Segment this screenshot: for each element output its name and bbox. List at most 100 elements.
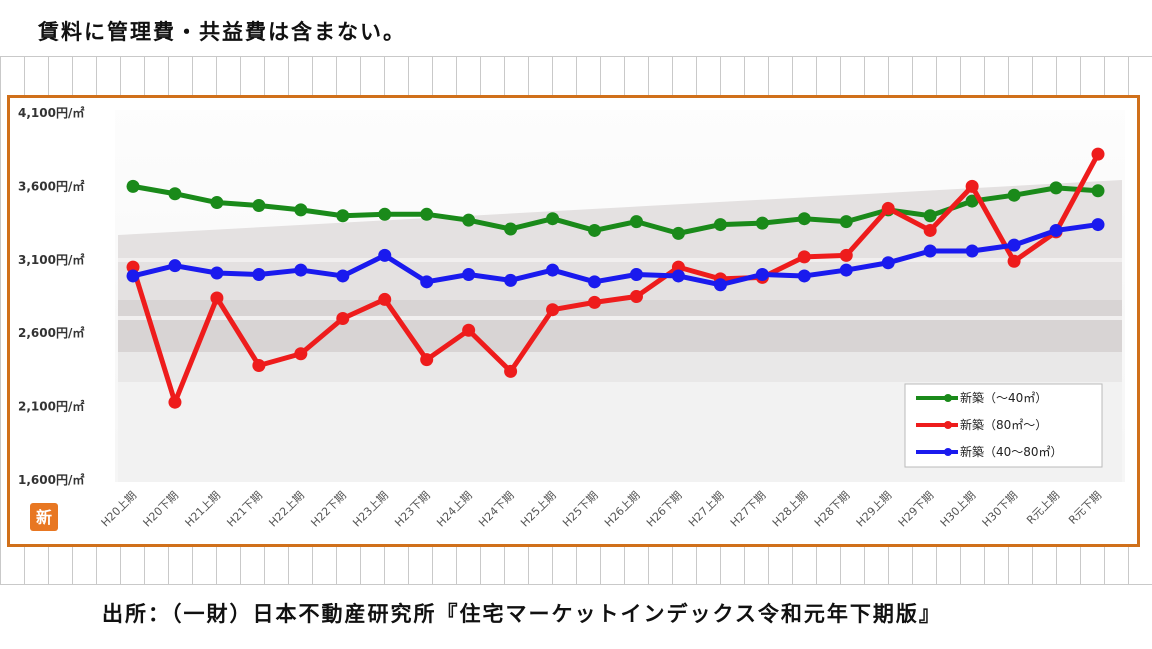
data-point [881, 256, 895, 270]
data-point [755, 267, 769, 281]
data-point [923, 244, 937, 258]
y-tick-label: 3,100円/㎡ [18, 252, 84, 267]
data-point [839, 215, 853, 229]
data-point [546, 263, 560, 277]
data-point [420, 353, 434, 367]
y-tick-label: 2,100円/㎡ [18, 399, 84, 414]
data-point [504, 273, 518, 287]
data-point [671, 269, 685, 283]
legend-item: 新築（40～80㎡） [916, 444, 1063, 459]
y-tick-label: 1,600円/㎡ [18, 472, 84, 487]
data-point [588, 295, 602, 309]
data-point [797, 250, 811, 264]
data-point [336, 312, 350, 326]
data-point [462, 213, 476, 227]
x-tick-label: H27下期 [728, 489, 769, 530]
data-point [210, 266, 224, 280]
x-tick-label: R元下期 [1066, 489, 1104, 527]
data-point [629, 215, 643, 229]
data-point [671, 226, 685, 240]
data-point [420, 207, 434, 221]
data-point [336, 209, 350, 223]
data-point [713, 218, 727, 232]
data-point [881, 201, 895, 215]
data-point [168, 187, 182, 201]
data-point [588, 223, 602, 237]
legend-label: 新築（～40㎡） [960, 390, 1047, 405]
data-point [294, 347, 308, 361]
data-point [378, 207, 392, 221]
legend-item: 新築（80㎡～） [916, 417, 1047, 432]
x-tick-label: H30上期 [938, 489, 979, 530]
data-point [504, 364, 518, 378]
x-tick-label: H23下期 [392, 489, 433, 530]
data-point [462, 267, 476, 281]
x-tick-label: H28上期 [770, 489, 811, 530]
data-point [462, 323, 476, 337]
legend-label: 新築（80㎡～） [960, 417, 1047, 432]
data-point [965, 179, 979, 193]
series-0 [126, 179, 1105, 240]
x-tick-label: H21下期 [224, 489, 265, 530]
data-point [168, 259, 182, 273]
data-point [923, 209, 937, 223]
x-tick-label: H24下期 [476, 489, 517, 530]
series-line [132, 183, 1099, 236]
badge-label: 新 [36, 508, 52, 527]
data-point [1007, 254, 1021, 268]
data-point [629, 290, 643, 303]
data-point [923, 223, 937, 237]
rent-note: 賃料に管理費・共益費は含まない。 [38, 20, 406, 44]
x-tick-label: H27上期 [686, 489, 727, 530]
data-point [1091, 218, 1105, 232]
data-point [294, 263, 308, 277]
x-tick-label: H29上期 [854, 489, 895, 530]
data-point [168, 395, 182, 409]
series-line [130, 152, 1101, 405]
series-1 [126, 147, 1105, 409]
x-tick-label: H20上期 [99, 489, 140, 530]
data-point [546, 212, 560, 226]
x-tick-label: H28下期 [812, 489, 853, 530]
data-point [1049, 181, 1063, 195]
x-tick-label: H21上期 [183, 489, 224, 530]
data-point [336, 269, 350, 283]
data-point [126, 269, 140, 283]
new-build-badge: 新 [30, 503, 58, 531]
legend-marker [944, 448, 952, 456]
data-point [965, 244, 979, 258]
x-tick-label: H22下期 [308, 489, 349, 530]
x-tick-label: H26下期 [644, 489, 685, 530]
data-point [378, 292, 392, 306]
legend-marker [944, 421, 952, 429]
y-tick-label: 3,600円/㎡ [18, 178, 84, 193]
series-2 [126, 218, 1105, 292]
legend-item: 新築（～40㎡） [916, 390, 1047, 405]
data-point [420, 275, 434, 289]
data-point [965, 194, 979, 208]
data-point [252, 358, 266, 372]
data-point [1007, 188, 1021, 202]
data-point [1049, 223, 1063, 237]
data-point [1091, 147, 1105, 161]
data-point [588, 275, 602, 289]
data-point [839, 248, 853, 262]
x-tick-label: R元上期 [1024, 489, 1062, 527]
data-point [629, 267, 643, 281]
legend-label: 新築（40～80㎡） [960, 444, 1063, 459]
data-point [252, 198, 266, 212]
y-tick-label: 2,600円/㎡ [18, 325, 84, 340]
x-tick-label: H30下期 [980, 489, 1021, 530]
header-band [0, 0, 1152, 57]
x-tick-label: H25上期 [518, 489, 559, 530]
data-point [839, 263, 853, 277]
x-tick-label: H23上期 [350, 489, 391, 530]
data-point [546, 303, 560, 317]
x-tick-label: H29下期 [896, 489, 937, 530]
x-tick-label: H25下期 [560, 489, 601, 530]
x-tick-label: H20下期 [141, 489, 182, 530]
data-point [1091, 184, 1105, 198]
series-line [132, 222, 1099, 288]
x-tick-label: H26上期 [602, 489, 643, 530]
